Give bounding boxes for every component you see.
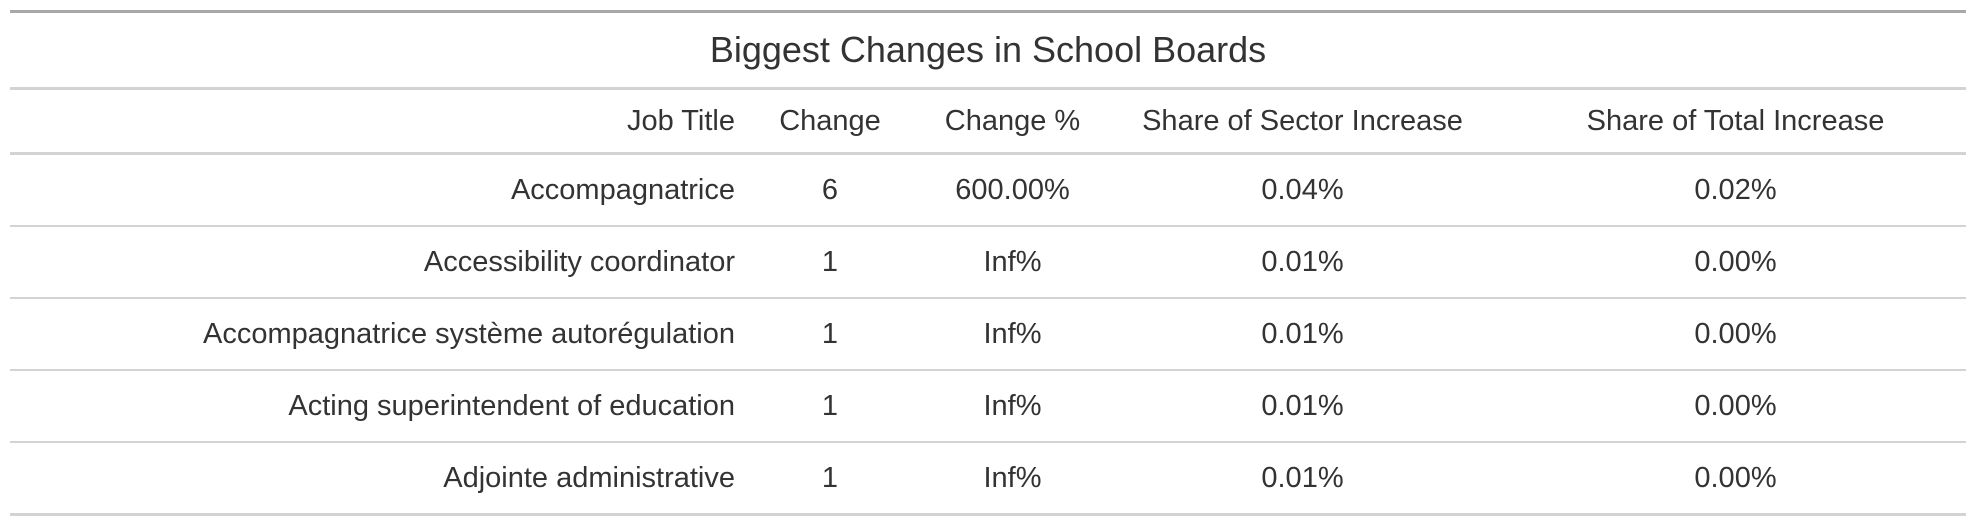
cell-job-title: Accompagnatrice système autorégulation [10,298,735,371]
cell-change-percent: Inf% [925,442,1100,516]
cell-share-of-sector-increase: 0.01% [1100,298,1505,371]
cell-change: 1 [735,226,925,299]
cell-change: 6 [735,153,925,227]
column-header-change-percent: Change % [925,90,1100,155]
table-grid: Job Title Change Change % Share of Secto… [10,90,1966,516]
cell-share-of-total-increase: 0.02% [1505,153,1966,227]
cell-change: 1 [735,298,925,371]
cell-change-percent: Inf% [925,226,1100,299]
cell-share-of-total-increase: 0.00% [1505,370,1966,443]
cell-change: 1 [735,442,925,516]
cell-share-of-total-increase: 0.00% [1505,298,1966,371]
cell-change-percent: Inf% [925,298,1100,371]
table-row: Accessibility coordinator 1 Inf% 0.01% 0… [10,226,1966,299]
table-row: Accompagnatrice 6 600.00% 0.04% 0.02% [10,153,1966,227]
data-table: Biggest Changes in School Boards Job Tit… [10,10,1966,516]
cell-share-of-sector-increase: 0.01% [1100,226,1505,299]
cell-job-title: Accompagnatrice [10,153,735,227]
table-row: Accompagnatrice système autorégulation 1… [10,298,1966,371]
column-header-change: Change [735,90,925,155]
table-title: Biggest Changes in School Boards [10,13,1966,90]
cell-share-of-sector-increase: 0.01% [1100,370,1505,443]
cell-share-of-total-increase: 0.00% [1505,226,1966,299]
table-row: Adjointe administrative 1 Inf% 0.01% 0.0… [10,442,1966,516]
table-header-row: Job Title Change Change % Share of Secto… [10,90,1966,155]
cell-job-title: Accessibility coordinator [10,226,735,299]
cell-share-of-sector-increase: 0.01% [1100,442,1505,516]
cell-job-title: Adjointe administrative [10,442,735,516]
cell-change-percent: 600.00% [925,153,1100,227]
cell-share-of-sector-increase: 0.04% [1100,153,1505,227]
cell-share-of-total-increase: 0.00% [1505,442,1966,516]
column-header-share-of-sector-increase: Share of Sector Increase [1100,90,1505,155]
cell-job-title: Acting superintendent of education [10,370,735,443]
cell-change: 1 [735,370,925,443]
column-header-job-title: Job Title [10,90,735,155]
table-row: Acting superintendent of education 1 Inf… [10,370,1966,443]
column-header-share-of-total-increase: Share of Total Increase [1505,90,1966,155]
cell-change-percent: Inf% [925,370,1100,443]
